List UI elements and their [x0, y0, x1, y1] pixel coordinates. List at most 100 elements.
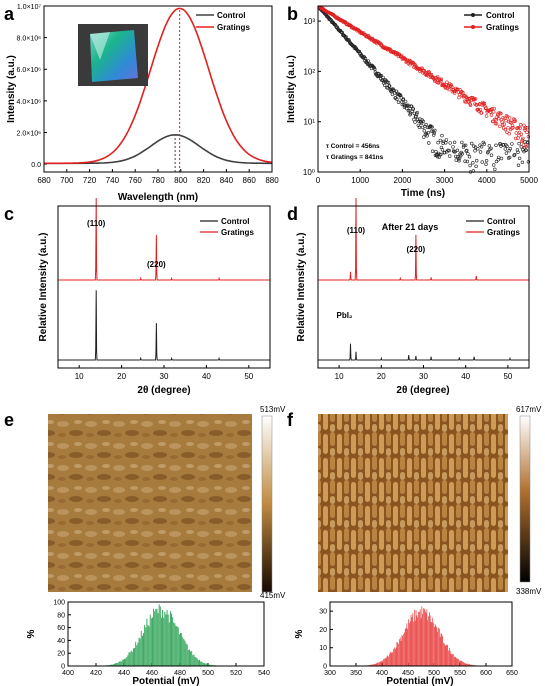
data-point-control [415, 110, 419, 115]
x-tick-label: 10 [335, 372, 344, 381]
y-tick-label: 100 [53, 600, 65, 607]
y-tick-label: 10 [319, 645, 327, 652]
histogram-bar [424, 610, 426, 666]
data-point-gratings [379, 43, 383, 47]
y-tick-label: 10¹ [303, 118, 315, 127]
data-point-gratings [437, 81, 441, 85]
histogram-bar [445, 645, 447, 666]
data-point-control [467, 155, 472, 159]
data-point-gratings [468, 103, 473, 108]
data-point-gratings [522, 123, 526, 128]
x-tick-label: 480 [174, 670, 186, 677]
legend-label: Gratings [221, 228, 254, 237]
histogram-bar [159, 606, 161, 666]
lifetime-annotation: τ Gratings = 841ns [326, 154, 384, 161]
series-line-control [44, 134, 272, 165]
peak-label: (110) [347, 226, 366, 235]
histogram-bar [175, 626, 177, 666]
histogram-bar [192, 655, 194, 666]
histogram-bar [438, 628, 440, 666]
data-point-gratings [447, 87, 451, 92]
data-point-gratings [452, 91, 457, 95]
data-point-control [520, 160, 525, 165]
histogram-bar [385, 658, 387, 666]
y-tick-label: 10² [303, 67, 315, 76]
histogram-bar [120, 661, 122, 666]
histogram-bar [165, 614, 167, 666]
data-point-control [473, 149, 477, 153]
histogram-bar [116, 662, 118, 666]
data-point-gratings [439, 79, 443, 83]
xrd-pattern-gratings [58, 197, 270, 281]
y-tick-label: 6.0×10⁶ [17, 67, 42, 74]
panel-b-plot: 0 1000 2000 3000 4000 5000 10⁰ 10¹ 10² 10³ Control… [303, 5, 538, 185]
data-point-gratings [484, 114, 489, 118]
x-tick-label: 650 [506, 670, 518, 677]
data-point-control [425, 125, 430, 130]
histogram-bar [145, 627, 147, 666]
data-point-gratings [494, 118, 498, 122]
data-point-control [468, 163, 472, 168]
histogram-bar [429, 615, 431, 666]
data-point-control [526, 160, 531, 164]
data-point-control [413, 120, 417, 124]
data-point-control [439, 152, 443, 157]
histogram-bar [111, 664, 113, 666]
histogram-bar [455, 657, 457, 666]
panel-e-kpfm-map [48, 414, 252, 592]
data-point-control [428, 124, 433, 128]
histogram-bar [384, 657, 386, 666]
histogram-bar [139, 638, 141, 666]
histogram-bar [156, 608, 158, 666]
data-point-control [480, 160, 484, 164]
data-point-gratings [500, 123, 505, 127]
histogram-bar [453, 656, 455, 666]
data-point-control [465, 148, 469, 153]
histogram-bar [402, 636, 404, 666]
histogram-bar [187, 650, 189, 666]
data-point-gratings [514, 136, 518, 141]
data-point-control [474, 164, 478, 169]
histogram-bar [399, 639, 400, 666]
histogram-bar [375, 663, 377, 666]
data-point-gratings [498, 124, 502, 129]
histogram-bar [209, 664, 211, 666]
panel-e-colorbar [261, 415, 273, 593]
panel-d-title: After 21 days [382, 222, 439, 232]
data-point-control [464, 149, 468, 153]
panel-f-colorbar-max: 617mV [516, 405, 542, 414]
data-point-gratings [521, 136, 525, 141]
histogram-bar [454, 656, 456, 666]
histogram-bar [180, 633, 181, 666]
x-tick-label: 1000 [351, 176, 369, 185]
data-point-gratings [473, 97, 478, 101]
x-tick-label: 30 [160, 372, 169, 381]
data-point-control [524, 148, 528, 153]
data-point-gratings [517, 130, 522, 135]
data-point-control [516, 163, 521, 168]
legend-label: Control [221, 217, 249, 226]
x-tick-label: 0 [316, 176, 321, 185]
data-point-gratings [523, 125, 528, 130]
histogram-bar [203, 663, 205, 666]
data-point-gratings [514, 131, 518, 135]
histogram-bar [441, 633, 443, 666]
histogram-bar [403, 634, 404, 666]
histogram-bar [395, 647, 397, 666]
histogram-bar [374, 663, 376, 666]
histogram-bar [196, 658, 198, 666]
panel-letter-f: f [287, 410, 294, 430]
histogram-bar [400, 640, 402, 666]
histogram-bar [418, 611, 419, 666]
histogram-bar [200, 661, 202, 666]
histogram-bar [443, 642, 444, 666]
histogram-bar [373, 664, 374, 666]
y-tick-label: 0 [323, 664, 327, 671]
legend-label: Gratings [486, 23, 519, 32]
histogram-bar [391, 653, 393, 666]
panel-letter-d: d [287, 204, 298, 224]
histogram-bar [162, 609, 164, 666]
data-point-control [466, 152, 470, 156]
data-point-control [517, 156, 522, 161]
histogram-bar [398, 643, 399, 666]
